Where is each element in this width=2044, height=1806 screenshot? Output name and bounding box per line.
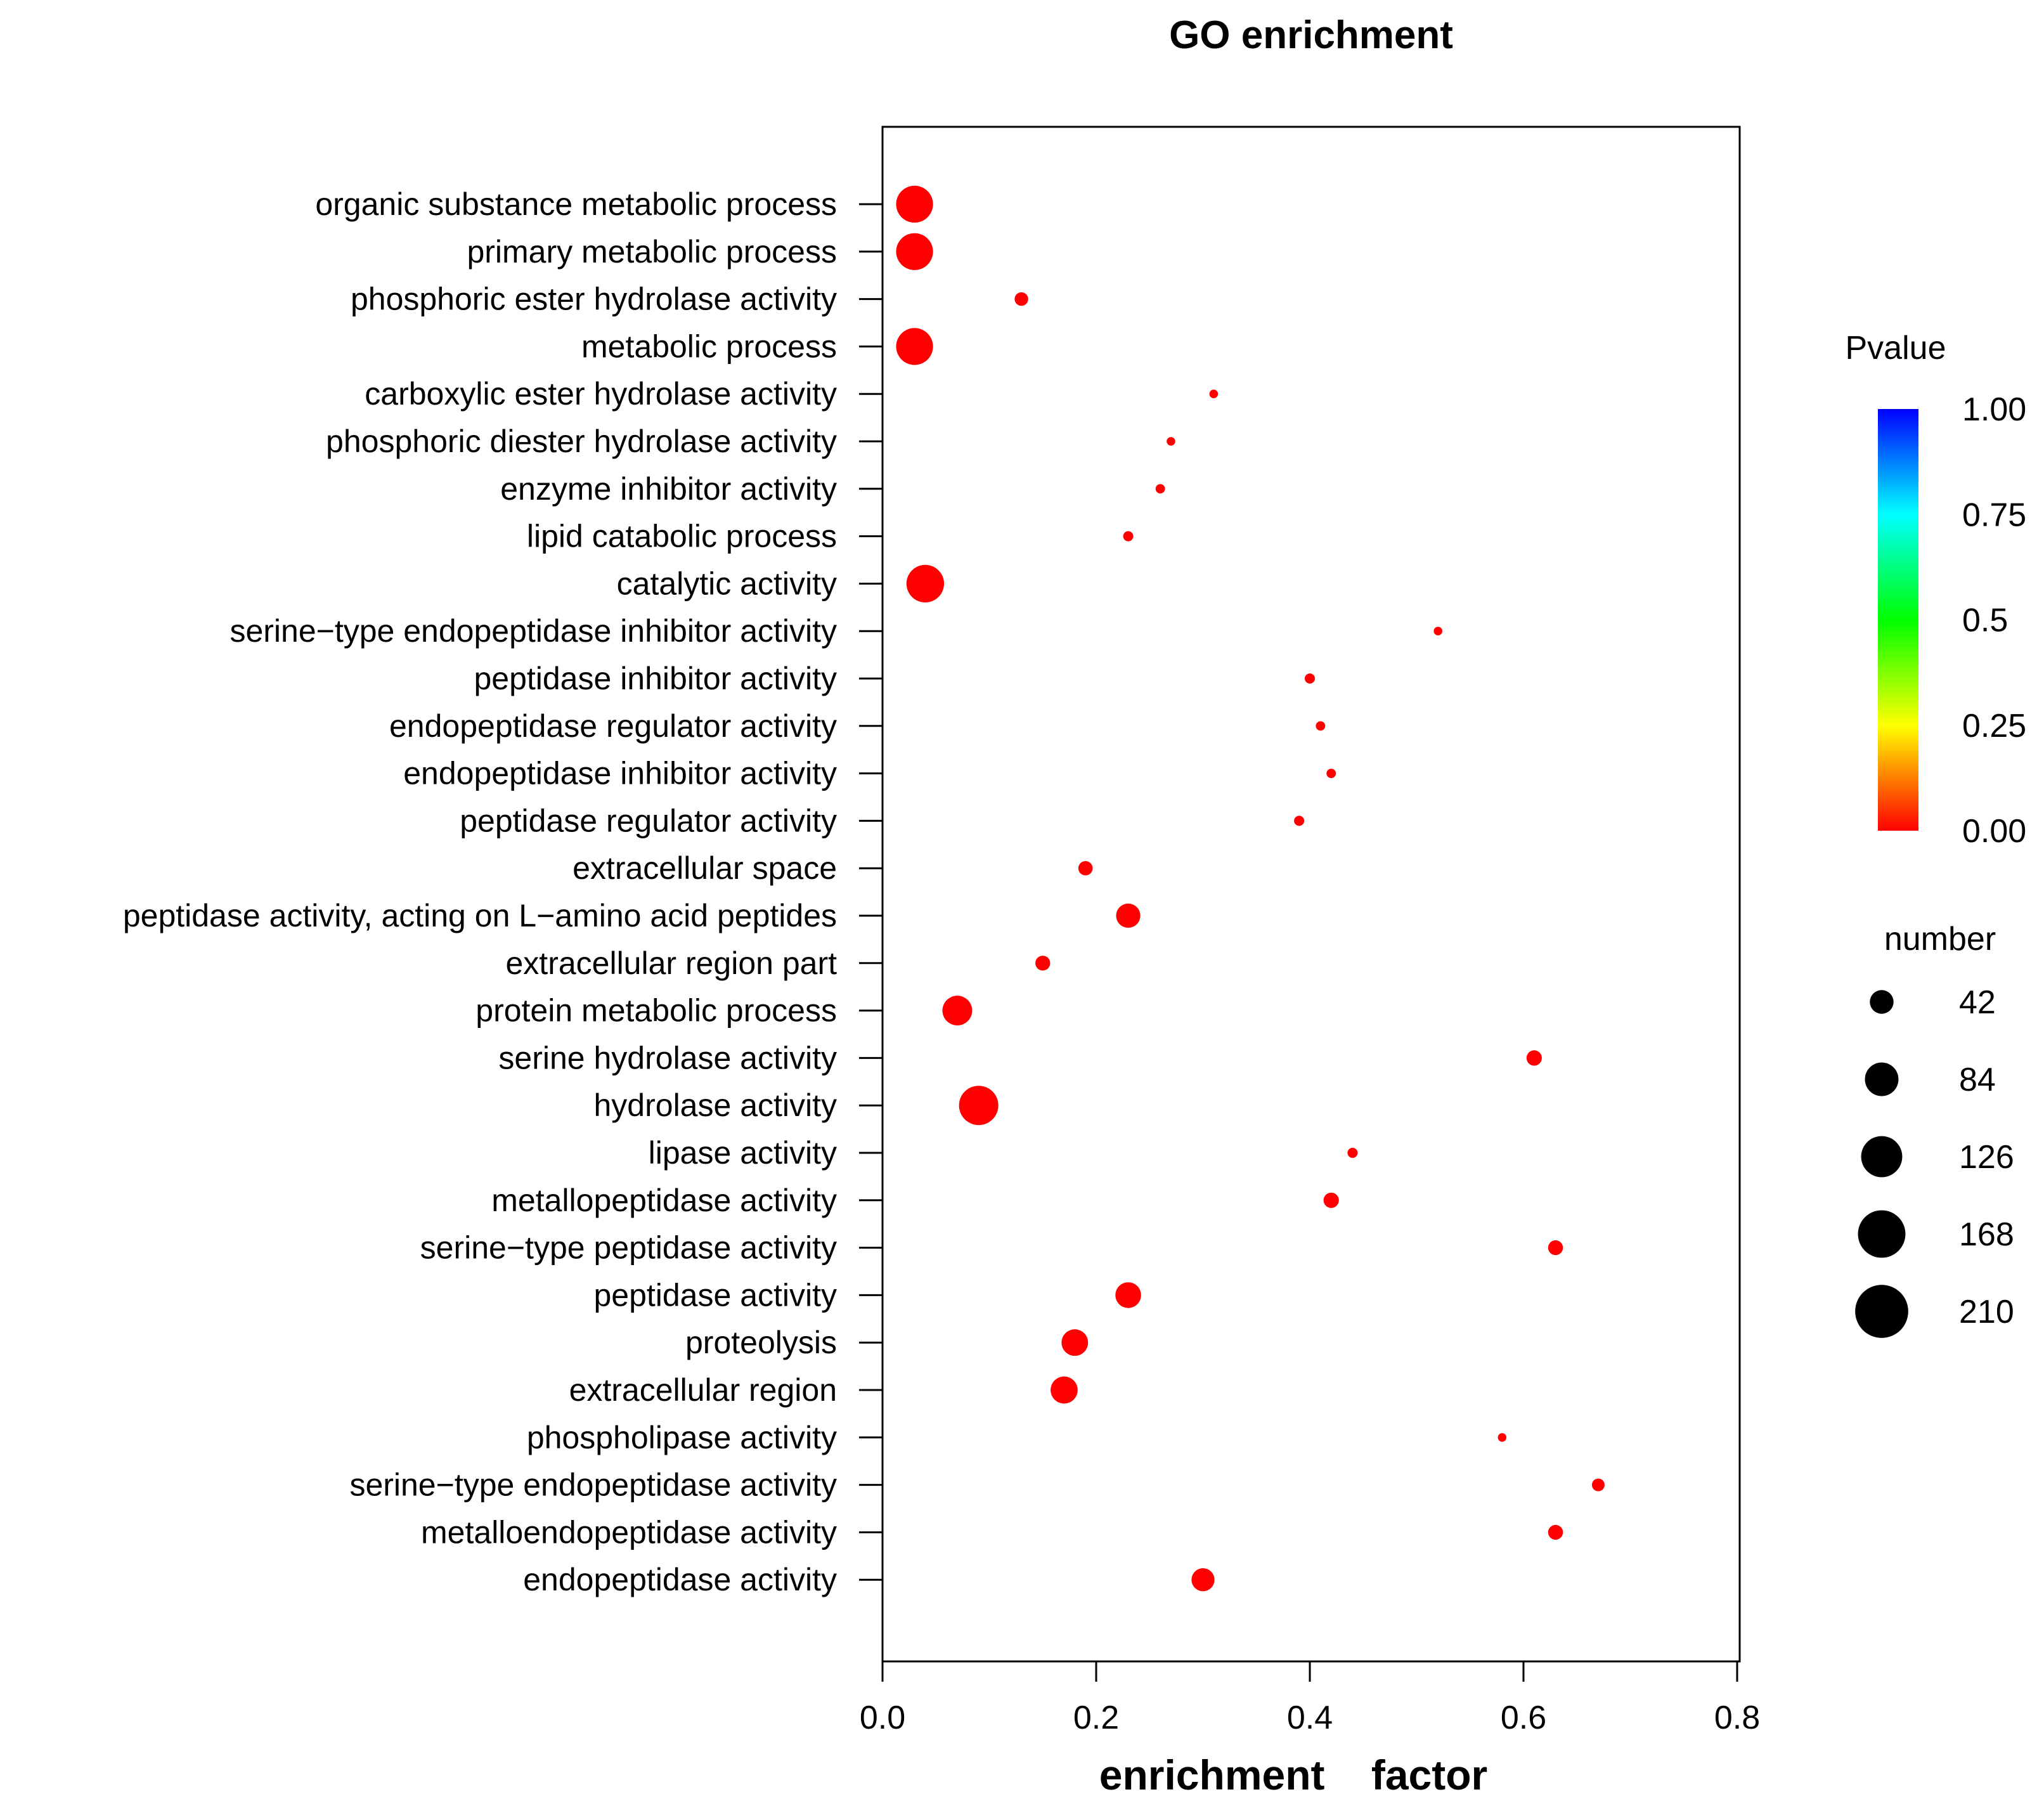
number-legend-label: 168 <box>1959 1216 2014 1253</box>
pvalue-tick-label: 0.75 <box>1962 497 2026 533</box>
y-tick-label: lipase activity <box>649 1135 837 1171</box>
y-tick-label: phospholipase activity <box>527 1420 837 1455</box>
pvalue-tick-label: 0.25 <box>1962 708 2026 744</box>
data-point <box>1323 1192 1339 1208</box>
data-point <box>1294 815 1305 826</box>
pvalue-legend: Pvalue 1.00 0.75 0.5 0.25 0.00 <box>1846 330 2027 850</box>
y-tick-label: serine−type peptidase activity <box>420 1230 837 1266</box>
x-axis: 0.0 0.2 0.4 0.6 0.8 <box>860 1660 1760 1736</box>
y-tick-label: phosphoric diester hydrolase activity <box>326 424 837 459</box>
data-point <box>1591 1478 1605 1491</box>
data-point <box>1116 903 1141 928</box>
y-tick-label: serine−type endopeptidase inhibitor acti… <box>230 613 837 649</box>
x-tick-label: 0.0 <box>860 1699 905 1736</box>
data-point <box>896 185 933 223</box>
y-tick-label: endopeptidase inhibitor activity <box>403 756 837 791</box>
y-tick-label: proteolysis <box>685 1325 837 1360</box>
y-tick-label: lipid catabolic process <box>527 519 837 554</box>
number-legend: number 42 84 126 168 210 <box>1855 921 2014 1338</box>
pvalue-legend-title: Pvalue <box>1846 330 1946 367</box>
y-tick-label: extracellular region <box>569 1372 837 1408</box>
y-tick-label: primary metabolic process <box>467 234 837 270</box>
data-point <box>1548 1240 1563 1256</box>
y-tick-label: metallopeptidase activity <box>491 1183 837 1218</box>
pvalue-colorbar <box>1878 409 1918 831</box>
number-legend-label: 126 <box>1959 1139 2014 1176</box>
data-point <box>1326 769 1336 779</box>
data-point <box>1078 861 1093 876</box>
number-legend-marker <box>1870 990 1894 1014</box>
number-legend-marker <box>1861 1136 1903 1178</box>
y-tick-label: extracellular region part <box>506 945 838 981</box>
y-tick-label: peptidase regulator activity <box>460 803 837 838</box>
pvalue-tick-label: 1.00 <box>1962 391 2026 428</box>
x-tick-label: 0.6 <box>1501 1699 1546 1736</box>
data-point <box>1167 437 1175 446</box>
y-tick-label: organic substance metabolic process <box>315 186 837 222</box>
number-legend-items: 42 84 126 168 210 <box>1855 984 2014 1338</box>
data-points <box>896 185 1605 1592</box>
data-point <box>1347 1147 1358 1159</box>
number-legend-title: number <box>1884 921 1996 958</box>
pvalue-colorbar-ticks: 1.00 0.75 0.5 0.25 0.00 <box>1962 391 2026 850</box>
data-point <box>1497 1433 1507 1442</box>
y-tick-label: protein metabolic process <box>475 993 837 1029</box>
y-tick-label: metalloendopeptidase activity <box>421 1514 837 1550</box>
data-point <box>1191 1568 1215 1592</box>
data-point <box>1014 292 1028 306</box>
data-point <box>1209 389 1219 398</box>
data-point <box>1155 484 1165 494</box>
y-tick-label: serine−type endopeptidase activity <box>349 1467 837 1503</box>
y-tick-label: peptidase activity <box>593 1277 837 1313</box>
x-tick-label: 0.2 <box>1073 1699 1119 1736</box>
pvalue-tick-label: 0.5 <box>1962 602 2008 639</box>
number-legend-label: 210 <box>1959 1294 2014 1330</box>
y-tick-label: catalytic activity <box>617 566 837 601</box>
data-point <box>1115 1282 1141 1308</box>
number-legend-label: 42 <box>1959 984 1996 1021</box>
x-tick-label: 0.8 <box>1714 1699 1760 1736</box>
data-point <box>1433 627 1442 635</box>
x-tick-label: 0.4 <box>1287 1699 1333 1736</box>
y-tick-label: phosphoric ester hydrolase activity <box>351 282 837 317</box>
data-point <box>959 1086 999 1126</box>
y-tick-label: serine hydrolase activity <box>498 1040 837 1075</box>
data-point <box>1123 531 1134 542</box>
number-legend-label: 84 <box>1959 1062 1996 1098</box>
data-point <box>1304 673 1316 684</box>
chart-title: GO enrichment <box>1169 13 1453 57</box>
data-point <box>1051 1376 1078 1404</box>
y-tick-label: carboxylic ester hydrolase activity <box>365 376 837 412</box>
x-axis-label: enrichment factor <box>1099 1751 1487 1798</box>
y-tick-label: hydrolase activity <box>594 1088 838 1123</box>
data-point <box>1061 1329 1089 1356</box>
number-legend-marker <box>1865 1062 1899 1096</box>
data-point <box>1035 956 1051 971</box>
y-tick-label: endopeptidase activity <box>523 1562 837 1597</box>
data-point <box>906 564 945 603</box>
number-legend-marker <box>1855 1285 1908 1338</box>
data-point <box>896 233 933 270</box>
y-tick-label: peptidase activity, acting on L−amino ac… <box>123 898 837 933</box>
data-point <box>1316 721 1326 731</box>
y-tick-label: peptidase inhibitor activity <box>474 661 837 696</box>
data-point <box>1548 1524 1563 1540</box>
plot-frame <box>881 126 1741 1663</box>
y-axis: organic substance metabolic process prima… <box>123 186 883 1597</box>
y-tick-label: metabolic process <box>581 328 837 364</box>
pvalue-tick-label: 0.00 <box>1962 813 2026 850</box>
y-tick-label: enzyme inhibitor activity <box>500 471 837 507</box>
data-point <box>896 328 933 365</box>
y-tick-label: extracellular space <box>572 850 837 886</box>
data-point <box>1526 1050 1542 1066</box>
y-tick-label: endopeptidase regulator activity <box>389 708 837 744</box>
data-point <box>942 996 973 1026</box>
number-legend-marker <box>1858 1210 1906 1258</box>
